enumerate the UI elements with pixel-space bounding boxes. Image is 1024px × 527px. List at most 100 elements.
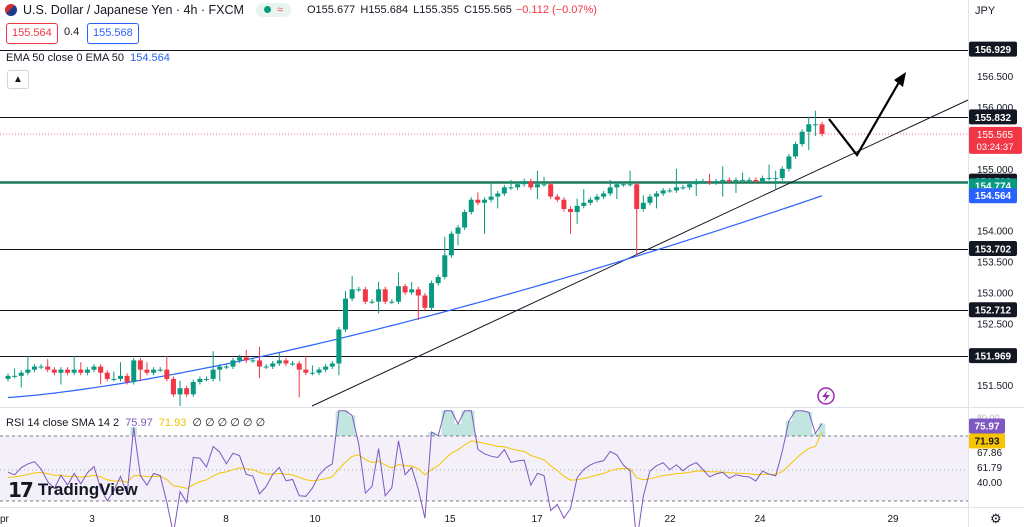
candle-body[interactable] bbox=[151, 369, 157, 373]
candle-body[interactable] bbox=[422, 295, 428, 308]
candle-body[interactable] bbox=[448, 233, 454, 256]
candle-body[interactable] bbox=[303, 369, 309, 373]
candle-body[interactable] bbox=[124, 375, 130, 383]
candle-body[interactable] bbox=[250, 360, 256, 362]
candle-body[interactable] bbox=[336, 329, 342, 364]
candle-body[interactable] bbox=[779, 168, 785, 179]
candle-body[interactable] bbox=[554, 196, 560, 200]
candle-body[interactable] bbox=[210, 369, 216, 379]
currency-label[interactable]: JPY bbox=[975, 5, 996, 17]
candle-body[interactable] bbox=[369, 301, 375, 303]
candle-body[interactable] bbox=[349, 289, 355, 299]
candle-body[interactable] bbox=[793, 144, 799, 157]
candle-body[interactable] bbox=[475, 199, 481, 203]
candle-body[interactable] bbox=[65, 369, 71, 373]
candle-body[interactable] bbox=[362, 289, 368, 302]
candle-body[interactable] bbox=[468, 199, 474, 213]
candle-body[interactable] bbox=[720, 179, 726, 182]
sell-button[interactable]: 155.564 bbox=[6, 23, 58, 44]
candle-body[interactable] bbox=[184, 388, 190, 395]
candle-body[interactable] bbox=[137, 360, 143, 370]
candle-body[interactable] bbox=[402, 286, 408, 293]
candle-body[interactable] bbox=[654, 193, 660, 197]
candle-body[interactable] bbox=[614, 184, 620, 188]
chevron-up-icon[interactable]: ▲ bbox=[7, 70, 29, 89]
candle-body[interactable] bbox=[561, 199, 567, 209]
candle-body[interactable] bbox=[766, 178, 772, 180]
candle-body[interactable] bbox=[382, 289, 388, 302]
candle-body[interactable] bbox=[237, 357, 243, 361]
candle-body[interactable] bbox=[753, 179, 759, 182]
candle-body[interactable] bbox=[230, 360, 236, 367]
candle-body[interactable] bbox=[601, 193, 607, 197]
level-badge[interactable] bbox=[969, 348, 1017, 364]
buy-button[interactable]: 155.568 bbox=[87, 23, 139, 44]
candle-body[interactable] bbox=[806, 124, 812, 132]
candle-body[interactable] bbox=[548, 184, 554, 197]
candle-body[interactable] bbox=[389, 301, 395, 303]
candle-body[interactable] bbox=[627, 184, 633, 186]
candle-body[interactable] bbox=[799, 131, 805, 145]
candle-body[interactable] bbox=[170, 378, 176, 395]
candle-body[interactable] bbox=[488, 196, 494, 200]
candle-body[interactable] bbox=[217, 366, 223, 370]
candle-body[interactable] bbox=[521, 181, 527, 185]
candle-body[interactable] bbox=[118, 375, 124, 379]
candle-body[interactable] bbox=[700, 181, 706, 183]
candle-body[interactable] bbox=[190, 382, 196, 395]
candle-body[interactable] bbox=[316, 369, 322, 373]
candle-body[interactable] bbox=[157, 369, 163, 371]
candle-body[interactable] bbox=[541, 184, 547, 186]
level-badge[interactable] bbox=[969, 241, 1017, 257]
candle-body[interactable] bbox=[634, 184, 640, 209]
candle-body[interactable] bbox=[812, 124, 818, 126]
candle-body[interactable] bbox=[429, 283, 435, 308]
candle-body[interactable] bbox=[144, 369, 150, 373]
candle-body[interactable] bbox=[91, 366, 97, 370]
candle-body[interactable] bbox=[746, 179, 752, 181]
level-badge[interactable] bbox=[969, 109, 1017, 125]
candle-body[interactable] bbox=[534, 184, 540, 188]
candle-body[interactable] bbox=[263, 366, 269, 368]
candle-body[interactable] bbox=[204, 378, 210, 380]
candle-body[interactable] bbox=[356, 289, 362, 291]
candle-body[interactable] bbox=[574, 205, 580, 213]
candle-body[interactable] bbox=[706, 181, 712, 183]
candle-body[interactable] bbox=[343, 298, 349, 330]
candle-body[interactable] bbox=[687, 184, 693, 188]
candle-body[interactable] bbox=[435, 276, 441, 284]
candle-body[interactable] bbox=[594, 196, 600, 200]
candle-body[interactable] bbox=[713, 181, 719, 183]
candle-body[interactable] bbox=[640, 202, 646, 209]
candle-body[interactable] bbox=[131, 360, 137, 383]
candle-body[interactable] bbox=[84, 369, 90, 373]
candle-body[interactable] bbox=[25, 369, 31, 373]
projection-arrow[interactable] bbox=[828, 76, 903, 157]
candle-body[interactable] bbox=[329, 363, 335, 367]
symbol-title[interactable]: U.S. Dollar / Japanese Yen · 4h · FXCM bbox=[23, 3, 244, 17]
candle-body[interactable] bbox=[18, 372, 24, 376]
candle-body[interactable] bbox=[270, 363, 276, 367]
candle-body[interactable] bbox=[256, 360, 262, 367]
candle-body[interactable] bbox=[71, 369, 77, 373]
level-badge[interactable] bbox=[969, 41, 1017, 57]
rsi-legend[interactable]: RSI 14 close SMA 14 2 75.97 71.93 ∅ ∅ ∅ … bbox=[6, 416, 265, 429]
tradingview-logo[interactable]: 17 TradingView bbox=[8, 478, 138, 502]
candle-body[interactable] bbox=[38, 366, 44, 368]
candle-body[interactable] bbox=[481, 199, 487, 203]
candle-body[interactable] bbox=[31, 366, 37, 370]
candle-body[interactable] bbox=[177, 388, 183, 395]
candle-body[interactable] bbox=[5, 375, 11, 379]
candle-body[interactable] bbox=[290, 363, 296, 365]
candle-body[interactable] bbox=[733, 179, 739, 182]
candle-body[interactable] bbox=[462, 212, 468, 228]
candle-body[interactable] bbox=[607, 187, 613, 194]
rsi-badge[interactable] bbox=[969, 433, 1005, 449]
candle-body[interactable] bbox=[515, 184, 521, 188]
candle-body[interactable] bbox=[409, 289, 415, 293]
candle-body[interactable] bbox=[283, 360, 289, 364]
last-price-badge[interactable] bbox=[969, 126, 1022, 154]
candle-body[interactable] bbox=[819, 124, 825, 134]
candle-body[interactable] bbox=[51, 369, 57, 373]
